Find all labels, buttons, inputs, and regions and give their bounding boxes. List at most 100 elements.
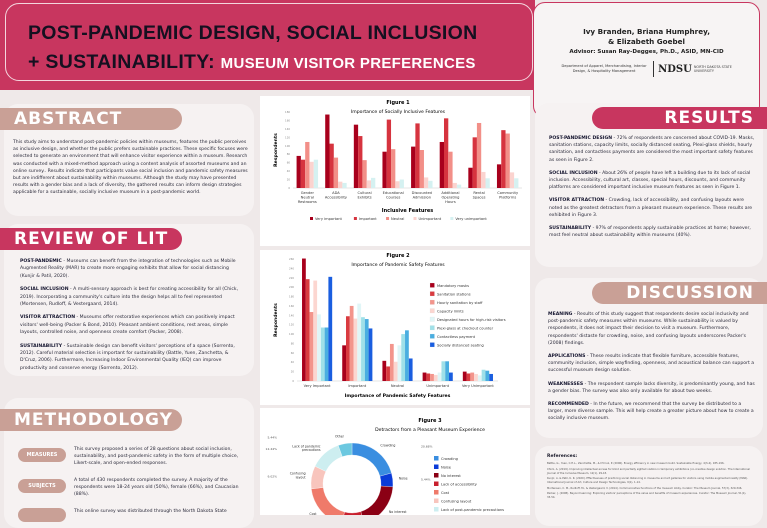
- legend-swatch: [434, 490, 439, 495]
- legend-label: Designated hours for high-risk visitors: [437, 318, 506, 322]
- y-tick-label: 180: [285, 110, 290, 114]
- bar: [368, 328, 373, 381]
- legend-label: Sanitation stations: [437, 292, 471, 296]
- bar: [300, 159, 306, 188]
- bar: [481, 171, 486, 188]
- abstract-text: This study aims to understand post-pande…: [13, 140, 248, 196]
- bar: [325, 114, 330, 188]
- x-tick-label: Accessibility: [325, 196, 348, 200]
- legend-swatch: [429, 316, 435, 322]
- y-tick-label: 240: [289, 266, 294, 270]
- references-heading: References:: [547, 454, 578, 459]
- x-tick-label: Additional: [441, 191, 459, 195]
- review-item-label: SOCIAL INCLUSION: [20, 287, 69, 293]
- bar: [296, 155, 301, 188]
- x-tick-label: Neutral: [391, 384, 404, 388]
- discussion-panel: DISCUSSION MEANING - Results of this stu…: [535, 278, 767, 438]
- review-panel: REVIEW OF LIT POST-PANDEMIC - Museums ca…: [0, 224, 254, 376]
- figure-3-chart: Figure 3 Detractors from a Pleasant Museu…: [260, 408, 530, 515]
- measures-text: This survey proposed a series of 28 ques…: [74, 447, 239, 466]
- bar: [382, 360, 387, 381]
- bar: [320, 327, 325, 381]
- bar: [433, 374, 438, 381]
- bar: [481, 369, 486, 381]
- y-tick-label: 120: [289, 323, 294, 327]
- discussion-item: APPLICATIONS - These results indicate th…: [548, 353, 756, 375]
- y-tick-label: 0: [292, 379, 294, 383]
- review-item: VISITOR ATTRACTION - Museums offer resto…: [20, 314, 245, 336]
- slice-percent-label: 9.02%: [267, 474, 277, 478]
- results-item-text: - 72% of respondents are concerned about…: [549, 136, 755, 163]
- bar: [509, 172, 515, 188]
- discussion-item: WEAKNESSES - The respondent sample lacks…: [548, 381, 756, 395]
- slice-percent-label: 5.44%: [267, 436, 277, 440]
- review-item-text: - Museums can benefit from the integrati…: [20, 259, 236, 279]
- donut-slice: [360, 485, 394, 515]
- legend-swatch: [429, 282, 435, 288]
- x-tick-label: Admission: [413, 196, 431, 200]
- bar: [445, 361, 450, 381]
- discussion-item: MEANING - Results of this study suggest …: [548, 311, 756, 347]
- legend-swatch: [429, 291, 435, 297]
- logo-row: Department of Apparel, Merchandising, In…: [534, 61, 759, 77]
- bar: [408, 358, 413, 381]
- legend-swatch: [450, 217, 454, 220]
- y-tick-label: 40: [287, 169, 291, 173]
- bar: [430, 373, 434, 381]
- measures-label: MEASURES: [18, 448, 66, 462]
- legend-label: Crowding: [441, 457, 458, 461]
- bar: [514, 178, 519, 188]
- review-item-text: - Museums offer restorative experiences …: [20, 315, 235, 336]
- ndsu-logo-sub: NORTH DAKOTA STATE UNIVERSITY: [693, 65, 732, 73]
- advisor: Advisor: Susan Ray-Degges, Ph.D., ASID, …: [569, 49, 724, 55]
- review-item-label: VISITOR ATTRACTION: [20, 315, 76, 321]
- bar: [419, 150, 424, 188]
- bar: [485, 370, 490, 381]
- results-item-label: POST-PANDEMIC DESIGN: [549, 136, 613, 141]
- y-tick-label: 160: [289, 304, 294, 308]
- slice-name-label: Cost: [309, 512, 317, 515]
- results-item-text: - 97% of respondents apply sustainable p…: [549, 226, 751, 239]
- procedure-text: This online survey was distributed throu…: [74, 509, 227, 514]
- bar: [437, 372, 442, 381]
- bar: [349, 305, 354, 381]
- review-item-text: - Sustainable design can benefit visitor…: [20, 343, 235, 371]
- y-tick-label: 0: [288, 186, 290, 190]
- results-items: POST-PANDEMIC DESIGN - 72% of respondent…: [549, 135, 757, 245]
- results-panel: RESULTS POST-PANDEMIC DESIGN - 72% of re…: [535, 103, 767, 267]
- slice-name-label: Noise: [399, 476, 408, 480]
- x-axis-label: Importance of Pandemic Safety Features: [345, 393, 451, 399]
- x-tick-label: Very Important: [304, 384, 332, 388]
- results-item-text: - About 26% of people have left a buildi…: [549, 170, 751, 191]
- legend-swatch: [386, 217, 390, 220]
- y-tick-label: 140: [289, 313, 294, 317]
- y-tick-label: 220: [289, 276, 294, 280]
- bar: [364, 319, 369, 381]
- results-item-text: - Crowding, lack of accessibility, and c…: [549, 198, 753, 218]
- title-banner: [0, 0, 535, 90]
- bar: [423, 177, 429, 188]
- y-tick-label: 40: [291, 360, 295, 364]
- slice-percent-label: 20.68%: [421, 445, 433, 449]
- review-item: POST-PANDEMIC - Museums can benefit from…: [20, 258, 245, 280]
- review-item: SOCIAL INCLUSION - A multi-sensory appro…: [20, 286, 245, 308]
- bar: [329, 143, 334, 188]
- slice-name-label: Lack of pandemic precautions: [292, 444, 320, 452]
- figure-title: Figure 2: [386, 253, 410, 259]
- bar: [313, 280, 318, 381]
- discussion-item-text: - The respondent sample lacks diversity,…: [548, 381, 755, 394]
- authors-box: Ivy Branden, Briana Humphrey, & Elizabet…: [533, 2, 760, 118]
- y-tick-label: 80: [287, 152, 291, 156]
- bar: [317, 314, 321, 381]
- bar: [443, 118, 449, 188]
- discussion-items: MEANING - Results of this study suggest …: [548, 311, 756, 429]
- reference: Packer, J. (2008). Beyond learning: Expl…: [547, 492, 747, 499]
- bar: [501, 130, 506, 188]
- bar: [338, 181, 343, 188]
- figure-subtitle: Importance of Pandemic Safety Features: [351, 262, 445, 268]
- slice-name-label: Confusing layout: [290, 472, 307, 480]
- methodology-heading: METHODOLOGY: [0, 409, 182, 431]
- discussion-item-text: - These results indicate that flexible f…: [548, 354, 755, 374]
- discussion-item-text: - Results of this study suggest that res…: [548, 312, 749, 346]
- bar: [395, 181, 400, 188]
